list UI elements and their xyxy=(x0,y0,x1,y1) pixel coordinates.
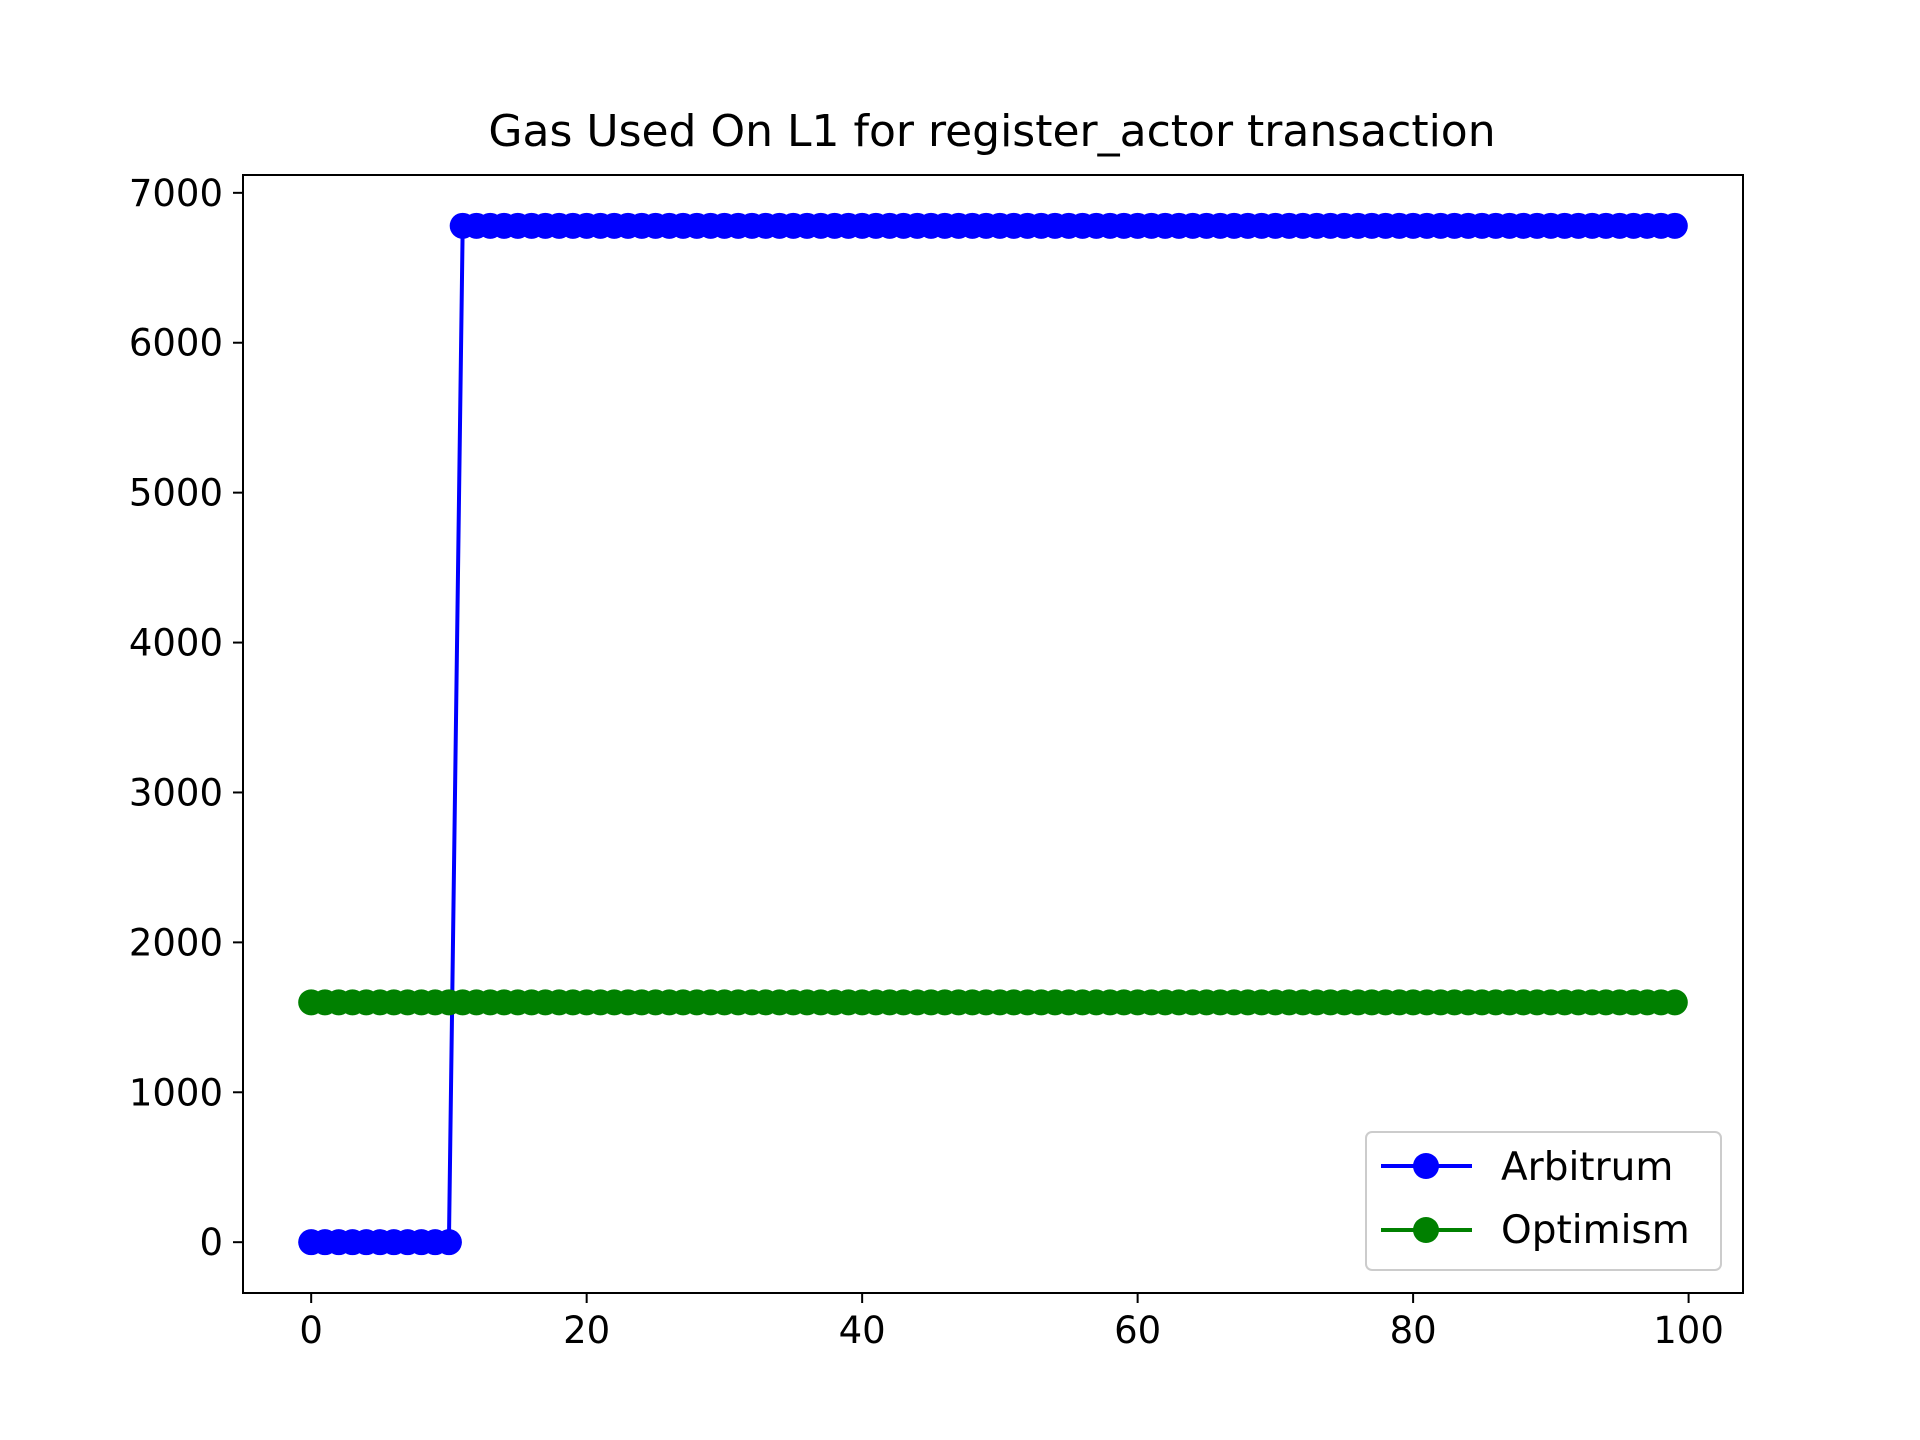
y-tick-label-3000: 3000 xyxy=(129,771,223,814)
series-optimism xyxy=(298,989,1688,1016)
data-point-arbitrum xyxy=(435,1229,462,1256)
chart-title: Gas Used On L1 for register_actor transa… xyxy=(488,106,1495,157)
data-point-optimism xyxy=(1661,989,1688,1016)
y-tick-label-6000: 6000 xyxy=(129,322,223,365)
legend-entry-optimism: Optimism xyxy=(1381,1208,1690,1253)
y-tick-label-0: 0 xyxy=(199,1221,223,1264)
legend-entry-arbitrum: Arbitrum xyxy=(1381,1145,1673,1190)
axes-layer: 0 20 40 60 80 1000100020003000400050006000700… xyxy=(129,172,1724,1352)
plot-frame xyxy=(242,174,1744,1294)
series-arbitrum xyxy=(298,212,1688,1256)
legend-label-arbitrum: Arbitrum xyxy=(1501,1145,1673,1190)
legend: Arbitrum Optimism xyxy=(1365,1131,1722,1271)
y-tick-label-4000: 4000 xyxy=(129,622,223,665)
x-tick-label-40: 40 xyxy=(839,1309,886,1352)
legend-marker-arbitrum xyxy=(1413,1153,1439,1179)
legend-marker-optimism xyxy=(1413,1217,1439,1243)
y-tick-label-2000: 2000 xyxy=(129,921,223,964)
y-tick-label-1000: 1000 xyxy=(129,1071,223,1114)
x-tick-label-80: 80 xyxy=(1390,1309,1437,1352)
x-tick-label-100: 100 xyxy=(1653,1309,1724,1352)
y-tick-label-7000: 7000 xyxy=(129,172,223,215)
x-tick-label-20: 20 xyxy=(563,1309,610,1352)
legend-label-optimism: Optimism xyxy=(1501,1208,1690,1253)
y-tick-label-5000: 5000 xyxy=(129,472,223,515)
x-tick-label-0: 0 xyxy=(299,1309,323,1352)
data-point-arbitrum xyxy=(1661,212,1688,239)
x-tick-label-60: 60 xyxy=(1114,1309,1161,1352)
series-layer xyxy=(298,212,1688,1256)
